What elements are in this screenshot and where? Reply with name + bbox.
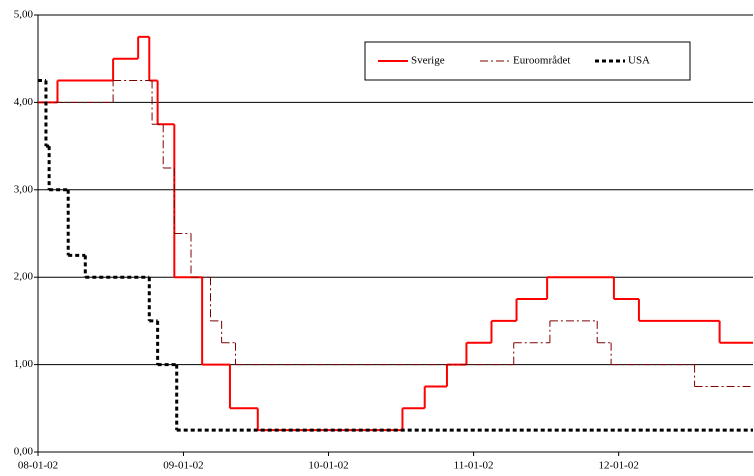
legend-label: Sverige: [411, 55, 445, 67]
y-tick-label: 5,00: [14, 9, 34, 21]
y-tick-label: 3,00: [14, 183, 34, 195]
series: [38, 80, 753, 387]
y-tick-label: 2,00: [14, 271, 34, 283]
x-tick-label: 11-01-02: [454, 460, 494, 472]
legend-box: [364, 41, 691, 81]
x-tick-label: 10-01-02: [308, 460, 348, 472]
x-tick-label: 08-01-02: [18, 460, 58, 472]
y-tick-label: 0,00: [14, 446, 34, 458]
y-tick-label: 1,00: [14, 358, 34, 370]
y-tick-label: 4,00: [14, 96, 34, 108]
legend-label: USA: [628, 55, 650, 67]
x-tick-label: 12-01-02: [599, 460, 639, 472]
legend-label: Euroområdet: [513, 55, 570, 67]
series: [38, 35, 753, 432]
x-tick-label: 09-01-02: [163, 460, 203, 472]
series: [38, 79, 753, 432]
